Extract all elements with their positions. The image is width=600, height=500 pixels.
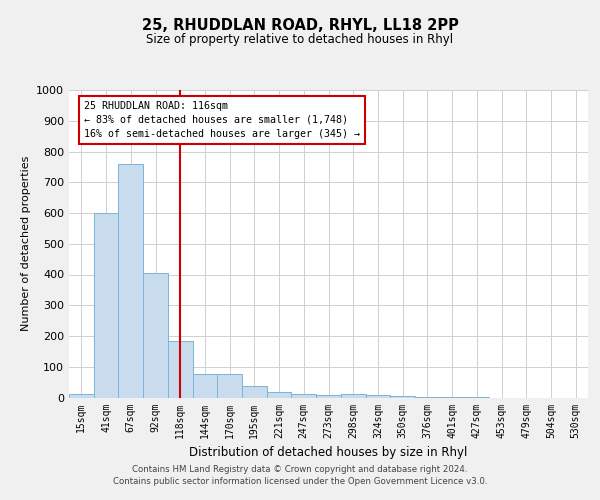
Bar [341,394,365,398]
Bar [168,340,193,398]
Bar [94,213,118,398]
Text: 25 RHUDDLAN ROAD: 116sqm
← 83% of detached houses are smaller (1,748)
16% of sem: 25 RHUDDLAN ROAD: 116sqm ← 83% of detach… [84,101,360,139]
Y-axis label: Number of detached properties: Number of detached properties [20,156,31,332]
Bar [118,164,143,398]
Bar [143,273,168,398]
Bar [415,397,440,398]
Bar [365,395,390,398]
Bar [267,392,292,398]
Text: Contains public sector information licensed under the Open Government Licence v3: Contains public sector information licen… [113,476,487,486]
Bar [292,394,316,398]
Bar [316,395,341,398]
Text: Size of property relative to detached houses in Rhyl: Size of property relative to detached ho… [146,32,454,46]
Bar [193,374,217,398]
Bar [242,386,267,398]
Text: Contains HM Land Registry data © Crown copyright and database right 2024.: Contains HM Land Registry data © Crown c… [132,466,468,474]
X-axis label: Distribution of detached houses by size in Rhyl: Distribution of detached houses by size … [190,446,467,459]
Bar [217,374,242,398]
Text: 25, RHUDDLAN ROAD, RHYL, LL18 2PP: 25, RHUDDLAN ROAD, RHYL, LL18 2PP [142,18,458,32]
Bar [69,394,94,398]
Bar [390,396,415,398]
